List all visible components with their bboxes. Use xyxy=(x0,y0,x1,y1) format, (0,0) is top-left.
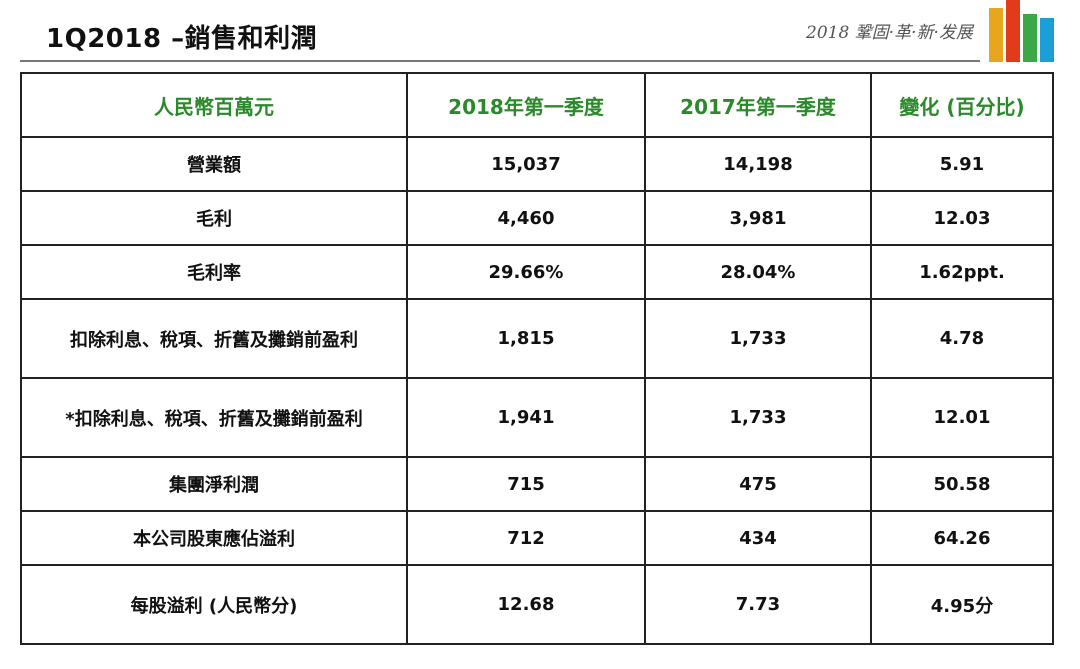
cell-q1-2018: 4,460 xyxy=(406,190,646,246)
row-label: 集團淨利潤 xyxy=(20,456,408,512)
row-label: 毛利 xyxy=(20,190,408,246)
cell-change: 4.78 xyxy=(870,298,1054,379)
cell-q1-2017: 14,198 xyxy=(644,136,872,192)
cell-q1-2017: 475 xyxy=(644,456,872,512)
header-unit: 人民幣百萬元 xyxy=(20,72,408,138)
cell-change: 5.91 xyxy=(870,136,1054,192)
brand-bar-red xyxy=(1006,0,1020,62)
cell-change: 1.62ppt. xyxy=(870,244,1054,300)
table-row: *扣除利息、稅項、折舊及攤銷前盈利 1,941 1,733 12.01 xyxy=(20,377,1054,458)
cell-q1-2018: 15,037 xyxy=(406,136,646,192)
table-row: 營業額 15,037 14,198 5.91 xyxy=(20,136,1054,192)
brand-bar-green xyxy=(1023,14,1037,62)
header-q1-2017: 2017年第一季度 xyxy=(644,72,872,138)
header-change: 變化 (百分比) xyxy=(870,72,1054,138)
cell-q1-2017: 434 xyxy=(644,510,872,566)
row-label: 扣除利息、稅項、折舊及攤銷前盈利 xyxy=(20,298,408,379)
brand-tagline: 2018 鞏固·革·新·发展 xyxy=(806,23,973,43)
row-label: 營業額 xyxy=(20,136,408,192)
cell-q1-2018: 1,815 xyxy=(406,298,646,379)
table-row: 集團淨利潤 715 475 50.58 xyxy=(20,456,1054,512)
cell-change: 64.26 xyxy=(870,510,1054,566)
cell-q1-2018: 715 xyxy=(406,456,646,512)
cell-q1-2018: 1,941 xyxy=(406,377,646,458)
cell-q1-2018: 12.68 xyxy=(406,564,646,645)
table-row: 本公司股東應佔溢利 712 434 64.26 xyxy=(20,510,1054,566)
cell-change: 12.03 xyxy=(870,190,1054,246)
cell-q1-2018: 712 xyxy=(406,510,646,566)
cell-change: 12.01 xyxy=(870,377,1054,458)
row-label: 毛利率 xyxy=(20,244,408,300)
cell-q1-2017: 1,733 xyxy=(644,298,872,379)
header-q1-2018: 2018年第一季度 xyxy=(406,72,646,138)
table-row: 毛利 4,460 3,981 12.03 xyxy=(20,190,1054,246)
title-divider xyxy=(20,60,980,62)
row-label: 本公司股東應佔溢利 xyxy=(20,510,408,566)
table-row: 毛利率 29.66% 28.04% 1.62ppt. xyxy=(20,244,1054,300)
cell-q1-2017: 7.73 xyxy=(644,564,872,645)
cell-change: 4.95分 xyxy=(870,564,1054,645)
slide-title: 1Q2018 –銷售和利潤 xyxy=(46,24,318,54)
table-row: 扣除利息、稅項、折舊及攤銷前盈利 1,815 1,733 4.78 xyxy=(20,298,1054,379)
row-label: 每股溢利 (人民幣分) xyxy=(20,564,408,645)
brand-bar-blue xyxy=(1040,18,1054,62)
sales-profit-table: 人民幣百萬元 2018年第一季度 2017年第一季度 變化 (百分比) 營業額 … xyxy=(20,72,1054,645)
cell-q1-2017: 28.04% xyxy=(644,244,872,300)
cell-change: 50.58 xyxy=(870,456,1054,512)
cell-q1-2017: 1,733 xyxy=(644,377,872,458)
brand-bar-orange xyxy=(989,8,1003,62)
brand-logo-bars xyxy=(989,0,1054,62)
table-row: 每股溢利 (人民幣分) 12.68 7.73 4.95分 xyxy=(20,564,1054,645)
row-label: *扣除利息、稅項、折舊及攤銷前盈利 xyxy=(20,377,408,458)
cell-q1-2018: 29.66% xyxy=(406,244,646,300)
table-header-row: 人民幣百萬元 2018年第一季度 2017年第一季度 變化 (百分比) xyxy=(20,72,1054,138)
cell-q1-2017: 3,981 xyxy=(644,190,872,246)
